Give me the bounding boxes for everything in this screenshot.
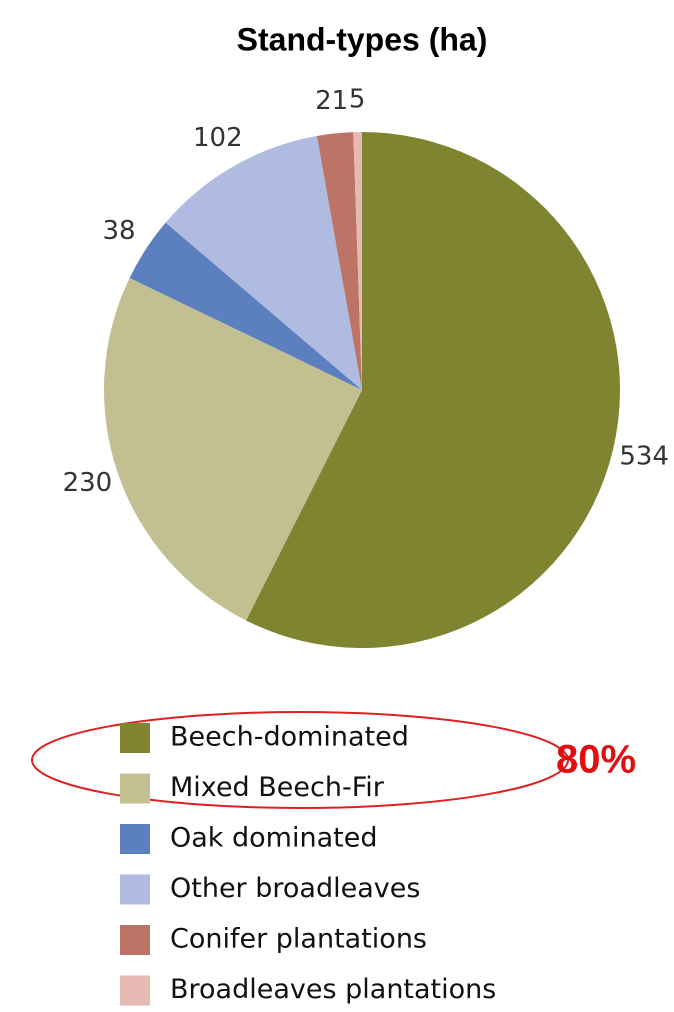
- chart-title: Stand-types (ha): [237, 21, 488, 57]
- legend-swatch: [120, 824, 150, 854]
- highlight-ellipse: [31, 711, 569, 809]
- legend-label: Other broadleaves: [170, 873, 420, 904]
- data-label: 230: [63, 468, 113, 498]
- data-label: 5: [349, 85, 366, 115]
- data-label: 38: [103, 216, 136, 246]
- annotation: 80%: [556, 738, 636, 782]
- data-label: 534: [619, 441, 669, 471]
- pie-slice: [129, 222, 362, 390]
- legend-swatch: [120, 773, 150, 804]
- pie-slice: [246, 132, 621, 649]
- legend-label: Conifer plantations: [170, 924, 427, 955]
- pie-slice: [353, 132, 362, 390]
- pie-slice: [165, 135, 362, 390]
- legend-swatch: [120, 925, 150, 955]
- data-label: 21: [315, 86, 348, 116]
- pie-slice: [316, 132, 362, 390]
- legend-label: Broadleaves plantations: [170, 974, 496, 1005]
- legend-label: Mixed Beech-Fir: [170, 772, 385, 803]
- data-label: 102: [193, 123, 243, 153]
- legend-swatch: [120, 874, 150, 905]
- legend-swatch: [120, 975, 150, 1006]
- legend-label: Oak dominated: [170, 823, 377, 854]
- legend-label: Beech-dominated: [170, 722, 409, 753]
- pie-slice: [103, 277, 362, 621]
- legend-swatch: [120, 723, 150, 753]
